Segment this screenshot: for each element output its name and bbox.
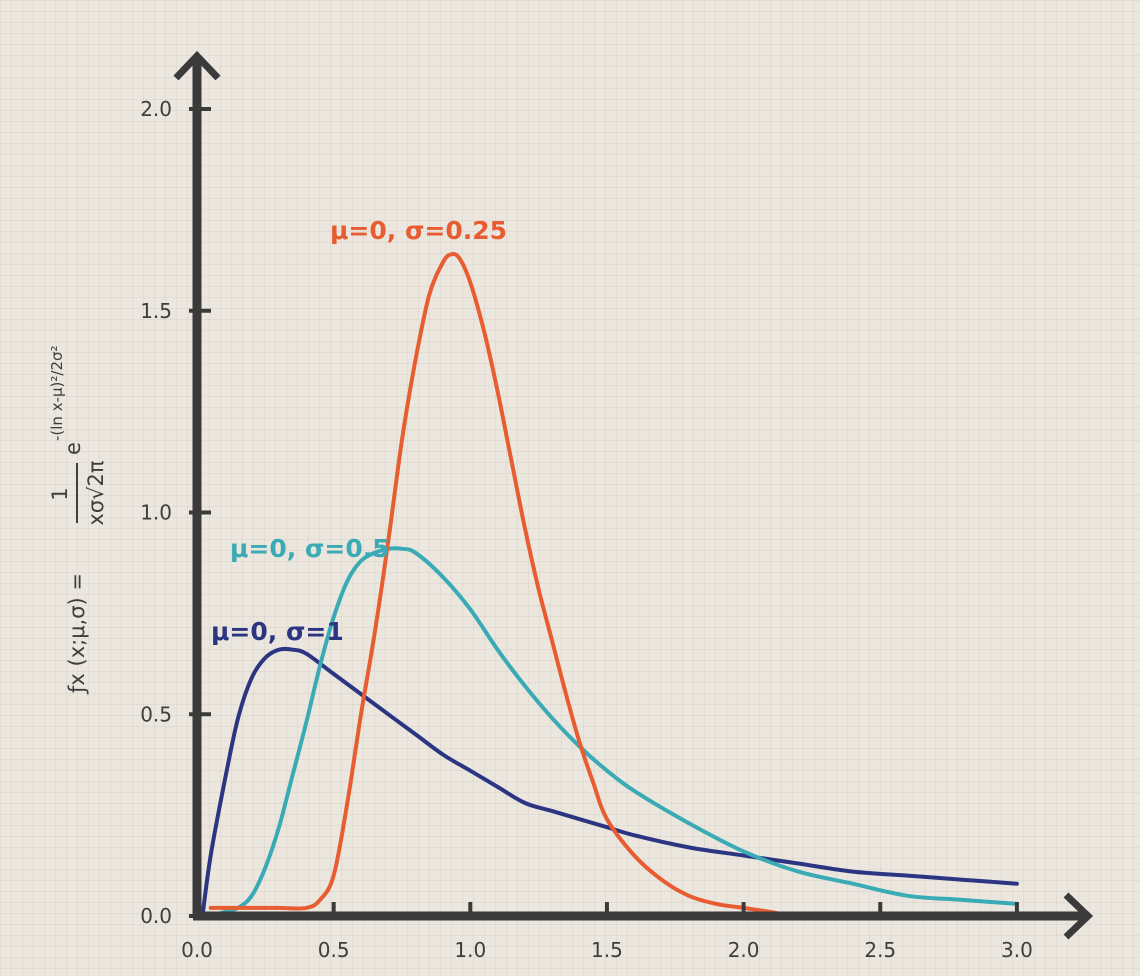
ticks-layer: 0.0 0.5 1.0 1.5 2.0 2.5 3.0 0.0 0.5 1.0 1.5 2.0 xyxy=(140,97,1033,962)
series-label-sigma-1: μ=0, σ=1 xyxy=(211,617,344,646)
ylabel-prefix: ƒx (x;μ,σ) = xyxy=(65,573,89,695)
series-line-1 xyxy=(208,546,1019,918)
ylabel-numerator: 1 xyxy=(48,487,72,500)
series-line-0 xyxy=(200,646,1019,918)
x-tick-label: 0.0 xyxy=(181,938,213,962)
axes-layer xyxy=(173,50,1094,940)
series-labels: μ=0, σ=1 μ=0, σ=0.5 μ=0, σ=0.25 xyxy=(211,216,507,646)
x-tick-label: 1.5 xyxy=(591,938,623,962)
x-tick-label: 2.0 xyxy=(728,938,760,962)
x-tick-label: 3.0 xyxy=(1001,938,1033,962)
ylabel-denominator: xσ√2π xyxy=(84,460,108,525)
series-label-sigma-0-5: μ=0, σ=0.5 xyxy=(230,534,390,563)
x-tick-label: 2.5 xyxy=(864,938,896,962)
y-tick-label: 1.5 xyxy=(140,299,172,323)
y-tick-label: 2.0 xyxy=(140,97,172,121)
series-layer xyxy=(200,251,1019,919)
y-tick-label: 1.0 xyxy=(140,501,172,525)
ylabel-exponent: -(ln x-μ)²/2σ² xyxy=(48,345,66,441)
y-tick-label: 0.5 xyxy=(140,702,172,726)
ylabel-exp-base: e xyxy=(61,442,85,455)
x-tick-label: 1.0 xyxy=(454,938,486,962)
y-tick-label: 0.0 xyxy=(140,904,172,928)
x-tick-label: 0.5 xyxy=(318,938,350,962)
x-axis-arrowhead xyxy=(1063,892,1094,940)
y-axis-arrowhead xyxy=(173,50,221,81)
y-axis-label: ƒx (x;μ,σ) = 1 xσ√2π e -(ln x-μ)²/2σ² xyxy=(48,345,108,695)
series-label-sigma-0-25: μ=0, σ=0.25 xyxy=(330,216,507,245)
series-line-2 xyxy=(208,251,1019,919)
